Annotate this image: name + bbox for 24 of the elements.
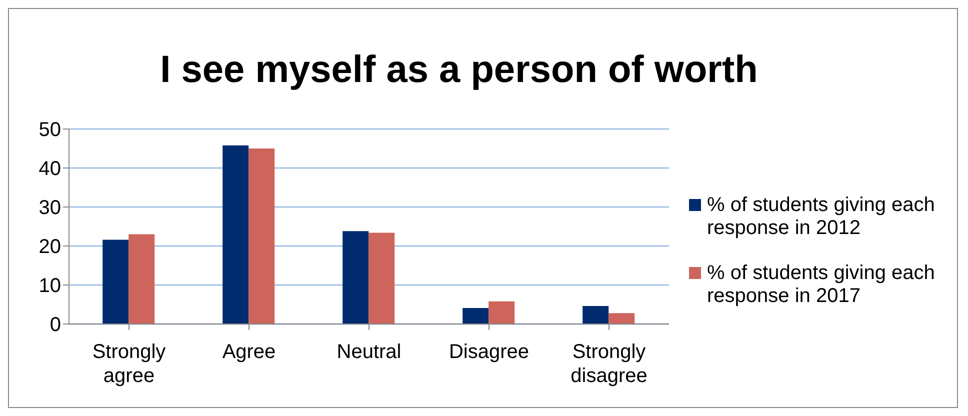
- x-tick-label: Strongly agree: [92, 341, 166, 387]
- bar: [582, 306, 609, 324]
- bar: [128, 234, 155, 324]
- y-tick-label: 40: [38, 158, 61, 180]
- x-tick-label: Disagree: [448, 341, 530, 363]
- y-tick-label: 30: [38, 197, 61, 220]
- bar: [222, 145, 249, 324]
- legend-label: % of students giving each response in 2017: [707, 262, 936, 308]
- bar: [368, 232, 395, 324]
- chart-title: I see myself as a person of worth: [159, 49, 759, 92]
- x-tick-label: Agree: [222, 341, 276, 363]
- y-tick-label: 10: [38, 275, 61, 298]
- y-tick-label: 0: [50, 314, 61, 336]
- y-tick-label: 20: [38, 236, 61, 258]
- bar: [608, 313, 635, 324]
- bar: [102, 240, 129, 324]
- y-tick-label: 50: [38, 119, 61, 142]
- bar: [488, 301, 515, 324]
- bar: [342, 231, 369, 324]
- legend-label: % of students giving each response in 2012: [707, 194, 936, 240]
- bar: [248, 148, 275, 324]
- x-tick-label: Strongly disagree: [570, 341, 648, 387]
- bar: [462, 308, 489, 324]
- x-tick-label: Neutral: [336, 341, 402, 363]
